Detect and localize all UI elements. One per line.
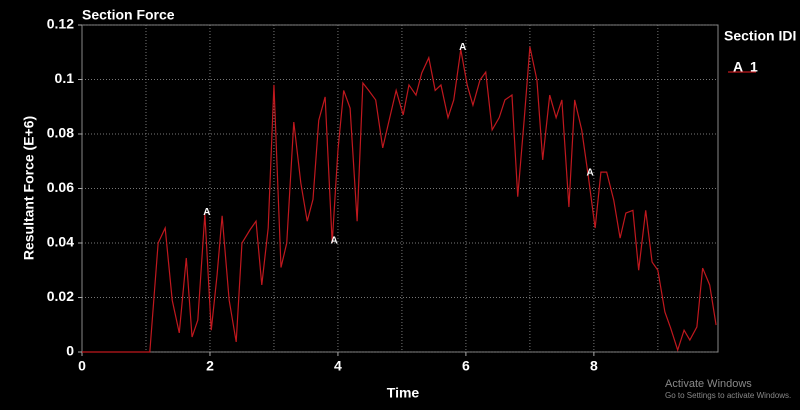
- chart-title: Section Force: [82, 7, 175, 23]
- x-axis-label: Time: [387, 385, 420, 401]
- legend-title: Section IDI: [724, 28, 796, 44]
- point-marker: A: [586, 168, 593, 179]
- legend-marker: A: [733, 59, 743, 75]
- point-marker: A: [203, 207, 210, 218]
- legend-label: 1: [750, 59, 758, 75]
- x-tick-label: 6: [462, 358, 470, 374]
- y-tick-label: 0.02: [47, 288, 74, 304]
- x-tick-label: 8: [590, 358, 598, 374]
- data-line: [82, 46, 717, 353]
- y-tick-label: 0.04: [47, 234, 74, 250]
- y-tick-label: 0: [66, 343, 74, 359]
- point-marker: A: [459, 42, 466, 53]
- watermark-text: Go to Settings to activate Windows.: [665, 391, 791, 400]
- x-tick-label: 0: [78, 358, 86, 374]
- x-tick-label: 4: [334, 358, 342, 374]
- point-marker: A: [331, 236, 338, 247]
- x-tick-label: 2: [206, 358, 214, 374]
- watermark-title: Activate Windows: [665, 378, 752, 390]
- y-tick-label: 0.1: [55, 70, 75, 86]
- y-tick-label: 0.08: [47, 125, 74, 141]
- y-tick-label: 0.06: [47, 179, 74, 195]
- y-tick-label: 0.12: [47, 16, 74, 32]
- y-axis-label: Resultant Force (E+6): [21, 116, 37, 260]
